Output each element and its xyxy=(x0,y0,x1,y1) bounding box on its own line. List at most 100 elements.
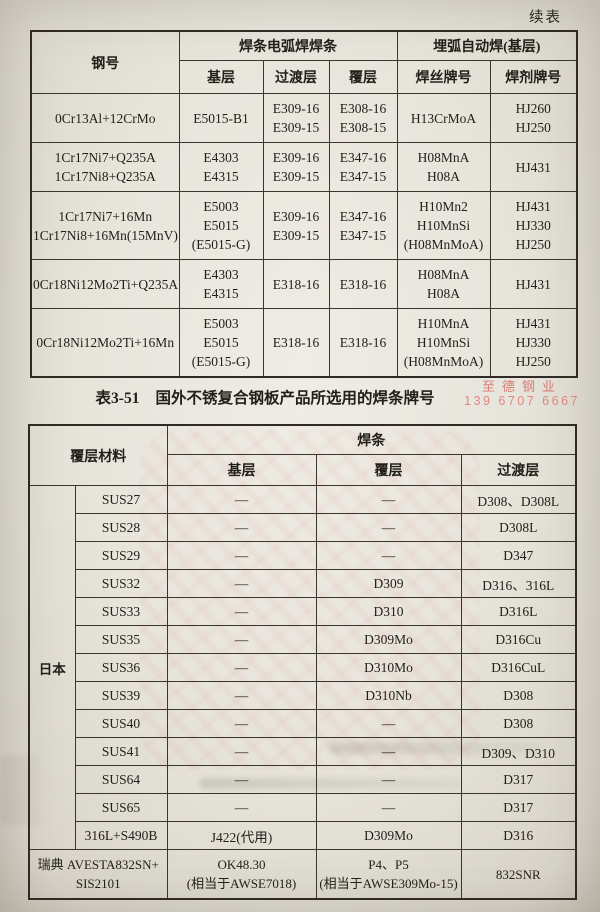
table-row: SUS32— D309 D316、316L xyxy=(29,569,577,598)
clad-layer-cell: — xyxy=(315,485,462,514)
clad-layer-cell: E347-16 E347-15 xyxy=(328,191,398,260)
flux-grade-cell: HJ431 HJ330 HJ250 xyxy=(489,191,578,260)
steel-grade-cell: 0Cr18Ni12Mo2Ti+Q235A xyxy=(30,259,180,309)
material-cell: 316L+S490B xyxy=(74,821,168,850)
base-layer-cell: — xyxy=(166,541,317,570)
base-layer-cell: OK48.30 (相当于AWSE7018) xyxy=(166,849,317,900)
transition-layer-cell: D308 xyxy=(460,709,577,738)
clad-layer-cell: D310Nb xyxy=(315,681,462,710)
welding-rod-table-domestic: 钢号 焊条电弧焊焊条 埋弧自动焊(基层) 基层 过渡层 覆层 焊丝牌号 焊剂牌号… xyxy=(30,30,579,378)
material-cell: 瑞典 AVESTA832SN+ SIS2101 xyxy=(28,849,168,900)
material-cell: SUS28 xyxy=(74,513,168,542)
transition-layer-cell: D308、D308L xyxy=(460,485,577,514)
base-layer-cell: J422(代用) xyxy=(166,821,317,850)
wire-grade-cell: H13CrMoA xyxy=(396,93,491,143)
header-row-groups: 钢号 焊条电弧焊焊条 埋弧自动焊(基层) xyxy=(30,30,578,94)
transition-layer-cell: E318-16 xyxy=(262,308,330,378)
table-row: SUS65— — D317 xyxy=(29,793,577,822)
clad-layer-cell: — xyxy=(315,513,462,542)
table1-body: 0Cr13Al+12CrMo E5015-B1 E309-16 E309-15 E308… xyxy=(30,93,578,378)
clad-layer-cell: — xyxy=(315,541,462,570)
base-layer-cell: E5003 E5015 (E5015-G) xyxy=(178,191,264,260)
table-row: SUS41— — D309、D310 xyxy=(29,737,577,766)
col-header-clad-layer: 覆层 xyxy=(315,454,462,486)
header-row-subcolumns: 基层 过渡层 覆层 焊丝牌号 焊剂牌号 xyxy=(31,60,578,94)
transition-layer-cell: D347 xyxy=(460,541,577,570)
base-layer-cell: — xyxy=(166,681,317,710)
table-row: 日本 SUS27— — D308、D308L xyxy=(28,485,577,850)
transition-layer-cell: E309-16 E309-15 xyxy=(262,191,330,260)
col-group-electrode: 焊条 xyxy=(166,424,577,455)
steel-grade-cell: 0Cr13Al+12CrMo xyxy=(30,93,180,143)
base-layer-cell: — xyxy=(166,625,317,654)
material-cell: SUS32 xyxy=(74,569,168,598)
steel-grade-cell: 1Cr17Ni7+16Mn 1Cr17Ni8+16Mn(15MnV) xyxy=(30,191,180,260)
steel-grade-cell: 0Cr18Ni12Mo2Ti+16Mn xyxy=(30,308,180,378)
header-row-groups: 覆层材料 焊条 xyxy=(28,424,577,486)
clad-layer-cell: D309 xyxy=(315,569,462,598)
clad-layer-cell: D310 xyxy=(315,597,462,626)
table-caption: 表3-51 国外不锈复合钢板产品所选用的焊条牌号 xyxy=(30,386,500,408)
flux-grade-cell: HJ431 HJ330 HJ250 xyxy=(489,308,578,378)
base-layer-cell: — xyxy=(166,709,317,738)
material-cell: SUS41 xyxy=(74,737,168,766)
clad-layer-cell: D309Mo xyxy=(315,625,462,654)
col-header-base-layer: 基层 xyxy=(166,454,317,486)
col-header-clad-material: 覆层材料 xyxy=(28,424,168,486)
transition-layer-cell: D316、316L xyxy=(460,569,577,598)
col-header-base-layer: 基层 xyxy=(178,60,264,94)
transition-layer-cell: E309-16 E309-15 xyxy=(262,142,330,192)
table-row: 1Cr17Ni7+16Mn 1Cr17Ni8+16Mn(15MnV) E5003 E5… xyxy=(30,191,578,260)
clad-layer-cell: E318-16 xyxy=(328,308,398,378)
material-cell: SUS35 xyxy=(74,625,168,654)
table-number: 表3-51 xyxy=(95,390,140,407)
table-title: 国外不锈复合钢板产品所选用的焊条牌号 xyxy=(155,390,435,407)
transition-layer-cell: D308L xyxy=(460,513,577,542)
col-header-transition-layer: 过渡层 xyxy=(460,454,577,486)
material-cell: SUS36 xyxy=(74,653,168,682)
col-group-arc-welding: 焊条电弧焊焊条 xyxy=(178,30,398,61)
clad-layer-cell: P4、P5 (相当于AWSE309Mo-15) xyxy=(315,849,462,900)
clad-layer-cell: E308-16 E308-15 xyxy=(328,93,398,143)
table-row: 0Cr13Al+12CrMo E5015-B1 E309-16 E309-15 E308… xyxy=(30,93,578,143)
wire-grade-cell: H10MnA H10MnSi (H08MnMoA) xyxy=(396,308,491,378)
clad-layer-cell: D310Mo xyxy=(315,653,462,682)
clad-layer-cell: — xyxy=(315,709,462,738)
base-layer-cell: — xyxy=(166,569,317,598)
transition-layer-cell: D308 xyxy=(460,681,577,710)
transition-layer-cell: D317 xyxy=(460,793,577,822)
col-header-wire-grade: 焊丝牌号 xyxy=(396,60,491,94)
country-label: 日本 xyxy=(28,485,76,850)
material-cell: SUS33 xyxy=(74,597,168,626)
clad-layer-cell: — xyxy=(315,737,462,766)
col-header-flux-grade: 焊剂牌号 xyxy=(489,60,578,94)
clad-layer-cell: E318-16 xyxy=(328,259,398,309)
transition-layer-cell: D316Cu xyxy=(460,625,577,654)
material-cell: SUS27 xyxy=(74,485,168,514)
table-row: 瑞典 AVESTA832SN+ SIS2101 OK48.30 (相当于AWSE701… xyxy=(28,849,577,900)
base-layer-cell: — xyxy=(166,793,317,822)
transition-layer-cell: D317 xyxy=(460,765,577,794)
material-cell: SUS64 xyxy=(74,765,168,794)
table-row: 1Cr17Ni7+Q235A 1Cr17Ni8+Q235A E4303 E4315 E3… xyxy=(30,142,578,192)
transition-layer-cell: D316CuL xyxy=(460,653,577,682)
base-layer-cell: E4303 E4315 xyxy=(178,142,264,192)
flux-grade-cell: HJ431 xyxy=(489,142,578,192)
base-layer-cell: — xyxy=(166,653,317,682)
table2-header: 覆层材料 焊条 基层 覆层 过渡层 xyxy=(28,424,577,486)
header-row-subcolumns: 基层 覆层 过渡层 xyxy=(29,454,577,486)
col-header-transition-layer: 过渡层 xyxy=(262,60,330,94)
base-layer-cell: — xyxy=(166,737,317,766)
table-row: SUS33— D310 D316L xyxy=(29,597,577,626)
transition-layer-cell: D316L xyxy=(460,597,577,626)
col-header-clad-layer: 覆层 xyxy=(328,60,398,94)
continued-table-label: 续表 xyxy=(529,10,562,26)
col-group-submerged-arc: 埋弧自动焊(基层) xyxy=(396,30,578,61)
wire-grade-cell: H10Mn2 H10MnSi (H08MnMoA) xyxy=(396,191,491,260)
col-header-steel-grade: 钢号 xyxy=(30,30,180,94)
material-cell: SUS40 xyxy=(74,709,168,738)
base-layer-cell: — xyxy=(166,765,317,794)
material-cell: SUS29 xyxy=(74,541,168,570)
transition-layer-cell: D316 xyxy=(460,821,577,850)
